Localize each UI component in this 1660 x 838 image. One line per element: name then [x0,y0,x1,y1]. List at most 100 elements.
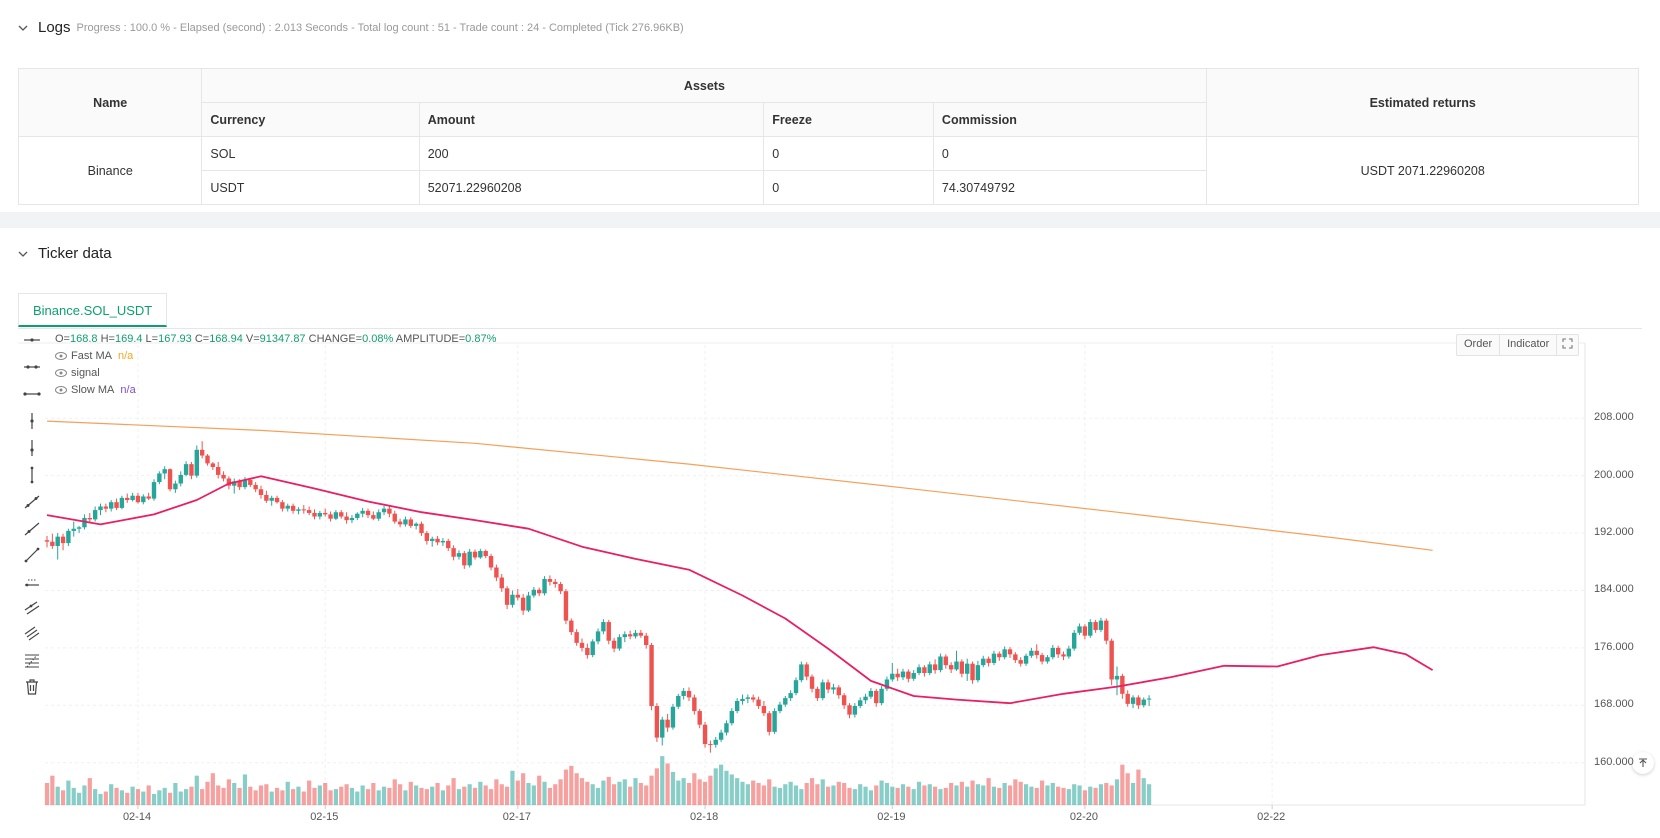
volume-bar [157,790,162,805]
chevron-down-icon[interactable] [18,249,28,259]
scroll-latest-icon[interactable] [1632,752,1654,774]
candle-body [328,514,333,519]
volume-bar [360,785,365,805]
volume-bar [858,784,863,805]
candle-body [676,695,681,707]
volume-bar [697,779,702,805]
vertical-line-icon[interactable] [22,411,42,431]
volume-bar [868,790,873,805]
fullscreen-icon[interactable] [1557,335,1578,355]
volume-bar [71,787,76,805]
volume-bar [505,786,510,805]
candle-body [1082,626,1088,636]
price-line-icon[interactable] [22,571,42,591]
volume-bar [521,773,526,805]
candle-body [916,667,922,674]
trend-line-icon[interactable] [22,492,42,512]
volume-bar [724,770,729,805]
volume-bar [291,789,296,805]
logs-header[interactable]: Logs Progress : 100.0 % - Elapsed (secon… [18,19,684,36]
candle-body [1007,649,1013,655]
amplitude-value: 0.87% [465,333,497,345]
volume-bar [87,778,92,805]
volume-bar [735,778,740,805]
volume-bar [745,784,750,805]
volume-bar [419,787,424,805]
legend-signal[interactable]: signal [55,367,100,379]
fib-channel-icon[interactable] [22,623,42,643]
legend-slow-ma[interactable]: Slow MA n/a [55,384,136,396]
candle-body [943,656,948,666]
volume-bar [381,786,387,805]
vertical-ray-icon[interactable] [22,438,42,458]
logs-title: Logs [38,19,71,36]
horizontal-ray-icon[interactable] [22,357,42,377]
candle-body [537,589,542,594]
candle-body [274,497,280,503]
volume-bar [863,786,868,805]
indicator-button[interactable]: Indicator [1500,335,1558,355]
candle-body [1039,655,1045,662]
volume-bar [831,785,836,805]
vertical-segment-icon[interactable] [22,465,42,485]
candle-body [60,536,66,544]
legend-value: n/a [120,384,136,396]
volume-bar [253,790,258,805]
volume-bar [135,789,141,805]
volume-bar [430,786,435,805]
trash-icon[interactable] [22,677,42,697]
candle-body [408,519,413,526]
candle-body [365,510,371,516]
candle-body [87,517,92,520]
candle-body [483,550,488,557]
fib-retracement-icon[interactable] [22,650,42,670]
volume-bar [975,784,980,805]
commission-cell: 74.30749792 [932,170,1208,205]
volume-bar [446,785,451,805]
candle-body [1034,650,1039,656]
candle-body [248,479,253,485]
eye-icon[interactable] [55,386,67,394]
volume-bar [344,784,349,805]
volume-bar [274,787,280,805]
candle-body [344,516,349,521]
eye-icon[interactable] [55,369,67,377]
volume-bar [1082,790,1087,805]
candle-body [258,489,264,496]
eye-icon[interactable] [55,352,67,360]
volume-bar [553,784,558,805]
volume-bar [1023,784,1029,805]
volume-bar [1147,784,1152,805]
candle-body [724,723,729,733]
volume-bar [307,780,312,805]
candle-body [858,700,863,707]
candle-body [306,510,312,513]
volume-bar [242,774,248,805]
volume-bar [665,763,670,805]
legend-fast-ma[interactable]: Fast MA n/a [55,350,133,362]
chevron-down-icon[interactable] [18,23,28,33]
ray-line-icon[interactable] [22,519,42,539]
volume-bar [414,785,419,805]
volume-bar [349,787,355,805]
candles-layer [44,441,1152,753]
candle-body [1077,626,1082,633]
horizontal-line-icon[interactable] [22,330,42,350]
volume-bar [499,784,504,805]
ticker-header[interactable]: Ticker data [18,245,112,262]
candle-body [253,484,258,490]
candle-body [531,589,537,596]
candle-body [440,540,446,543]
x-tick-label: 02-18 [690,811,719,823]
horizontal-segment-icon[interactable] [22,384,42,404]
volume-bar [494,779,499,805]
order-button[interactable]: Order [1457,335,1501,355]
volume-bar [392,779,397,805]
candle-body [874,690,879,704]
tab-divider [18,328,1642,329]
candle-body [948,665,954,670]
segment-line-icon[interactable] [22,545,42,565]
tab-binance-sol-usdt[interactable]: Binance.SOL_USDT [18,293,168,327]
parallel-channel-icon[interactable] [22,597,42,617]
